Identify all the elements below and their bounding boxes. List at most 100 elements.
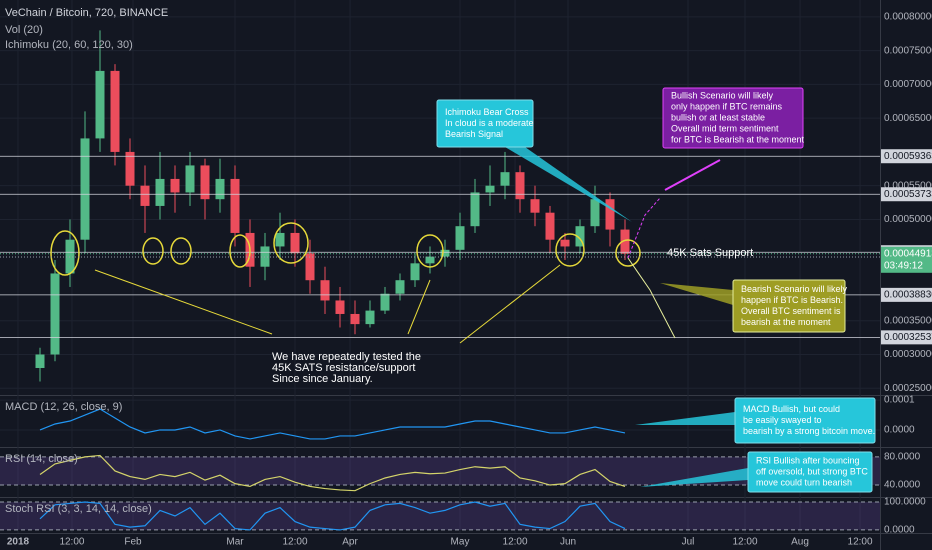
annotation-text: happen if BTC is Bearish. (741, 295, 843, 305)
drawings (0, 147, 880, 487)
x-tick-label: 12:00 (282, 537, 307, 548)
candle-body (110, 70, 120, 152)
candle-body (290, 232, 300, 254)
indicator-label: Ichimoku (20, 60, 120, 30) (5, 39, 133, 51)
annotation-text: move could turn bearish (756, 477, 852, 487)
x-tick-label: 12:00 (503, 537, 528, 548)
candle-body (305, 253, 315, 281)
x-tick-label: 12:00 (848, 537, 873, 548)
candle-body (275, 232, 285, 247)
pointer (640, 468, 748, 487)
x-tick-label: Mar (226, 537, 244, 548)
pane-title: MACD (12, 26, close, 9) (5, 401, 122, 413)
pointer (635, 412, 735, 425)
x-tick-label: 12:00 (732, 537, 757, 548)
indicator-label: Vol (20) (5, 24, 43, 36)
annotation-text: bearish at the moment (741, 317, 831, 327)
x-tick-label: May (451, 537, 470, 548)
candle-body (560, 239, 570, 247)
candle-body (335, 300, 345, 314)
candle-body (155, 178, 165, 206)
y-tick-label: 40.0000 (884, 480, 921, 491)
annotation-box (436, 99, 534, 148)
annotation-text: 45K Sats Support (667, 247, 753, 259)
candle-body (170, 178, 180, 193)
y-tick-label: 100.0000 (884, 497, 926, 508)
annotation-text: RSI Bullish after bouncing (756, 455, 860, 465)
price-tag (881, 246, 932, 273)
circle (142, 237, 164, 265)
candle-body (125, 151, 135, 186)
annotation-text: MACD Bullish, but could (743, 404, 840, 414)
indicator-line (39, 501, 626, 531)
candle-body (575, 226, 585, 247)
y-tick-label: 0.00055000 (884, 180, 932, 191)
circle (615, 239, 641, 267)
candle-body (320, 280, 330, 301)
x-tick-label: Jul (682, 537, 695, 548)
pane-title: RSI (14, close) (5, 453, 78, 465)
annotation-text: bearish by a strong bitcoin move. (743, 426, 875, 436)
pointer (505, 147, 632, 222)
candle-body (215, 178, 225, 200)
candle-body (530, 199, 540, 213)
x-tick-label: 2018 (7, 537, 30, 548)
x-tick-label: Feb (124, 537, 142, 548)
x-tick-label: Aug (791, 537, 809, 548)
circle (170, 237, 192, 265)
level-tag (881, 187, 932, 202)
arrow (664, 159, 721, 191)
y-tick-label: 0.0000 (884, 525, 915, 536)
y-tick-label: 0.00080000 (884, 12, 932, 23)
indicator-line (39, 454, 626, 492)
candle-body (500, 172, 510, 186)
y-tick-label: 0.00030000 (884, 349, 932, 360)
annotation-text: only happen if BTC remains (671, 101, 783, 111)
annotation-text: bullish or at least stable (671, 112, 765, 122)
band (0, 502, 880, 530)
candle-body (425, 256, 435, 264)
arrow (459, 264, 561, 344)
annotation-box (747, 451, 873, 493)
countdown: 03:49:12 (884, 260, 923, 271)
candle-body (455, 226, 465, 250)
y-tick-label: 0.00075000 (884, 45, 932, 56)
annotation-box (732, 279, 846, 333)
candle-body (605, 199, 615, 230)
candle-body (440, 249, 450, 257)
annotation-text: 45K SATS resistance/support (272, 362, 415, 374)
candle-body (95, 70, 105, 139)
bullish-path (627, 197, 661, 259)
candle-body (50, 273, 60, 355)
annotation-text: Overall mid term sentiment (671, 123, 779, 133)
level-label: 0.00032537 (884, 332, 932, 343)
candle-body (470, 192, 480, 227)
annotation-text: Overall BTC sentiment is (741, 306, 841, 316)
candle-body (35, 354, 45, 368)
candle-body (200, 165, 210, 200)
pane-title: Stoch RSI (3, 3, 14, 14, close) (5, 503, 152, 515)
labels: 0.00080000 0.00075000 0.00070000 0.00065000… (5, 7, 932, 548)
y-tick-label: 80.0000 (884, 451, 921, 462)
candle-body (410, 263, 420, 281)
current-price-label: 0.00044913 (884, 248, 932, 259)
annotation-text: Bearish Signal (445, 129, 503, 139)
y-tick-label: 0.0000 (884, 425, 915, 436)
annotation-text: Bearish Scenario will likely (741, 284, 848, 294)
level-label: 0.00059363 (884, 151, 932, 162)
level-tag (881, 330, 932, 345)
candle-body (515, 172, 525, 200)
annotation-text: Bullish Scenario will likely (671, 90, 774, 100)
y-tick-label: 0.00035000 (884, 315, 932, 326)
candle-body (395, 280, 405, 294)
y-tick-label: 0.00050000 (884, 214, 932, 225)
annotation-text: off oversold, but strong BTC (756, 466, 868, 476)
circle (273, 222, 309, 264)
bearish-path (627, 257, 676, 339)
annotation-text: Ichimoku Bear Cross (445, 107, 529, 117)
circle (416, 234, 444, 268)
level-label: 0.00038830 (884, 290, 932, 301)
candle-body (485, 185, 495, 193)
y-tick-label: 0.00070000 (884, 79, 932, 90)
